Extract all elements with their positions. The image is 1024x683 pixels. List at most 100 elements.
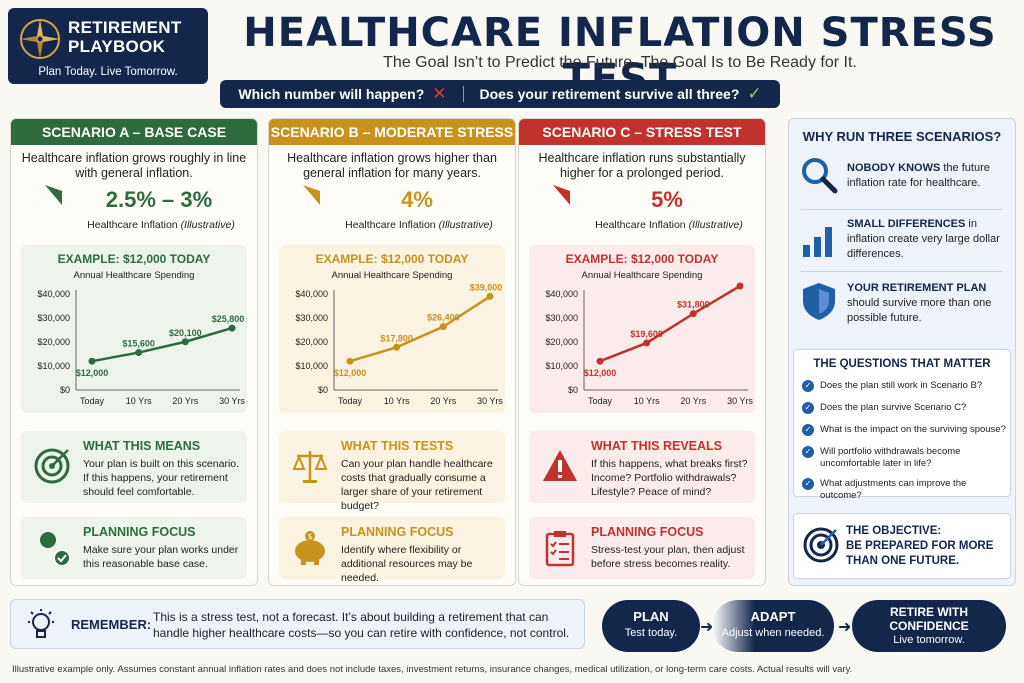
why-panel: WHY RUN THREE SCENARIOS? NOBODY KNOWS th…: [788, 118, 1016, 586]
arrow-icon: ➜: [838, 619, 852, 636]
divider: [462, 86, 464, 102]
piggy-bank-icon: $: [295, 531, 325, 565]
lightbulb-icon: [28, 609, 54, 638]
x-tick-label: Today: [588, 396, 613, 406]
why-heading: WHY RUN THREE SCENARIOS?: [802, 129, 1002, 144]
data-label: $12,000: [76, 368, 109, 378]
check-circle-icon: ✓: [802, 424, 814, 436]
y-tick-label: $20,000: [295, 337, 328, 347]
remember-box: REMEMBER: This is a stress test, not a f…: [10, 599, 585, 649]
check-circle-icon: ✓: [802, 402, 814, 414]
objective-line1: THE OBJECTIVE:: [846, 525, 942, 537]
question-item: ✓ What adjustments can improve the outcom…: [802, 478, 1006, 502]
target-icon: [803, 527, 839, 563]
remember-text: This is a stress test, not a forecast. I…: [153, 610, 570, 640]
questions-box: THE QUESTIONS THAT MATTER ✓ Does the plan…: [793, 349, 1011, 501]
compass-icon: [20, 19, 60, 59]
planning-text: Make sure your plan works under this rea…: [83, 544, 239, 570]
x-tick-label: 10 Yrs: [634, 396, 660, 406]
check-icon: ✓: [747, 84, 762, 103]
rate-label: Healthcare Inflation (Illustrative): [87, 219, 235, 231]
insight-box: WHAT THIS REVEALS If this happens, what …: [529, 431, 755, 503]
data-point: [689, 310, 697, 318]
data-point: [228, 324, 236, 332]
y-tick-label: $10,000: [545, 361, 578, 371]
data-label: $15,600: [122, 339, 155, 349]
y-tick-label: $30,000: [545, 313, 578, 323]
flow-retire: RETIRE WITH CONFIDENCE Live tomorrow.: [852, 600, 1006, 652]
y-tick-label: $20,000: [545, 337, 578, 347]
data-label: $26,400: [427, 313, 460, 323]
inflation-rate: 4%: [401, 187, 433, 212]
data-point: [643, 339, 651, 347]
data-label: $25,800: [212, 314, 245, 324]
insight-text: Your plan is built on this scenario. If …: [83, 458, 240, 498]
scenario-description: Healthcare inflation runs substantially …: [538, 151, 746, 180]
example-subtitle: Annual Healthcare Spending: [331, 270, 453, 281]
data-point: [393, 343, 401, 351]
bar-chart-icon: [803, 227, 832, 257]
example-title: EXAMPLE: $12,000 TODAY: [315, 252, 469, 266]
series-line: [349, 295, 491, 363]
data-label: $17,800: [380, 333, 413, 343]
logo-line1: RETIREMENT: [68, 18, 182, 37]
person-check-icon: [40, 532, 71, 567]
inflation-rate: 2.5% – 3%: [105, 187, 213, 212]
planning-text: Identify where flexibility or additional…: [341, 544, 473, 584]
y-tick-label: $30,000: [295, 313, 328, 323]
inflation-rate: 5%: [651, 187, 683, 212]
scenario-card-1: SCENARIO B – MODERATE STRESS Healthcare …: [268, 118, 516, 586]
rate-label: Healthcare Inflation (Illustrative): [345, 219, 493, 231]
check-circle-icon: ✓: [802, 380, 814, 392]
data-label: $19,600: [630, 329, 663, 339]
insight-text: Can your plan handle healthcare costs th…: [341, 458, 493, 512]
y-tick-label: $20,000: [37, 337, 70, 347]
series-line: [599, 284, 741, 363]
insight-heading: WHAT THIS REVEALS: [591, 439, 723, 453]
data-point: [181, 338, 189, 346]
y-tick-label: $0: [568, 385, 578, 395]
flow-plan: PLAN Test today.: [602, 600, 700, 652]
objective-line2: BE PREPARED FOR MORE THAN ONE FUTURE.: [846, 540, 994, 567]
svg-text:$: $: [307, 532, 312, 541]
example-chart: EXAMPLE: $12,000 TODAY Annual Healthcare…: [529, 245, 755, 413]
planning-box: $ PLANNING FOCUS Identify where flexibil…: [279, 517, 505, 584]
scenario-header: SCENARIO C – STRESS TEST: [519, 119, 765, 145]
insight-box: WHAT THIS TESTS Can your plan handle hea…: [279, 431, 505, 512]
footer-disclaimer: Illustrative example only. Assumes const…: [12, 664, 853, 675]
questions-heading: THE QUESTIONS THAT MATTER: [813, 358, 991, 370]
flow-adapt: ADAPT Adjust when needed.: [712, 600, 834, 652]
scenario-card-0: SCENARIO A – BASE CASE Healthcare inflat…: [10, 118, 258, 586]
logo-tagline: Plan Today. Live Tomorrow.: [38, 66, 178, 78]
logo-line2: PLAYBOOK: [68, 37, 166, 56]
divider: [801, 271, 1003, 272]
y-tick-label: $0: [60, 385, 70, 395]
data-label: $31,800: [677, 300, 710, 310]
target-icon: [34, 448, 70, 484]
question-bar: Which number will happen? ✕ Does your re…: [220, 80, 780, 108]
x-tick-label: 20 Yrs: [680, 396, 706, 406]
y-tick-label: $40,000: [37, 289, 70, 299]
question-1: Which number will happen?: [238, 86, 425, 102]
data-point: [135, 349, 143, 357]
scenario-header: SCENARIO A – BASE CASE: [11, 119, 257, 145]
arrow-icon: ➜: [700, 619, 714, 636]
y-tick-label: $40,000: [545, 289, 578, 299]
x-tick-label: 30 Yrs: [477, 396, 503, 406]
insight-heading: WHAT THIS TESTS: [341, 439, 454, 453]
data-label: $12,000: [584, 368, 617, 378]
y-tick-label: $10,000: [37, 361, 70, 371]
data-point: [346, 357, 354, 365]
y-tick-label: $30,000: [37, 313, 70, 323]
logo: RETIREMENT PLAYBOOK Plan Today. Live Tomo…: [8, 8, 208, 84]
shield-warning-icon: [300, 185, 320, 219]
data-label: $20,100: [169, 328, 202, 338]
why-item-3: YOUR RETIREMENT PLAN should survive more…: [847, 282, 992, 324]
rate-label: Healthcare Inflation (Illustrative): [595, 219, 743, 231]
data-point: [736, 282, 744, 290]
y-tick-label: $40,000: [295, 289, 328, 299]
planning-heading: PLANNING FOCUS: [341, 525, 454, 539]
insight-text: If this happens, what breaks first? Inco…: [591, 458, 748, 498]
warning-icon: [543, 450, 577, 481]
divider: [801, 209, 1003, 210]
